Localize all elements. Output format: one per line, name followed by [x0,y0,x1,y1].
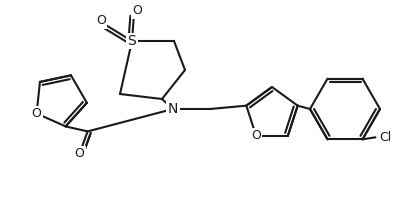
Text: O: O [96,14,106,28]
Text: O: O [74,147,85,160]
Text: N: N [168,102,178,116]
Text: O: O [132,5,142,18]
Text: Cl: Cl [379,131,392,144]
Text: O: O [251,129,261,142]
Text: S: S [128,34,136,48]
Text: O: O [32,107,42,120]
